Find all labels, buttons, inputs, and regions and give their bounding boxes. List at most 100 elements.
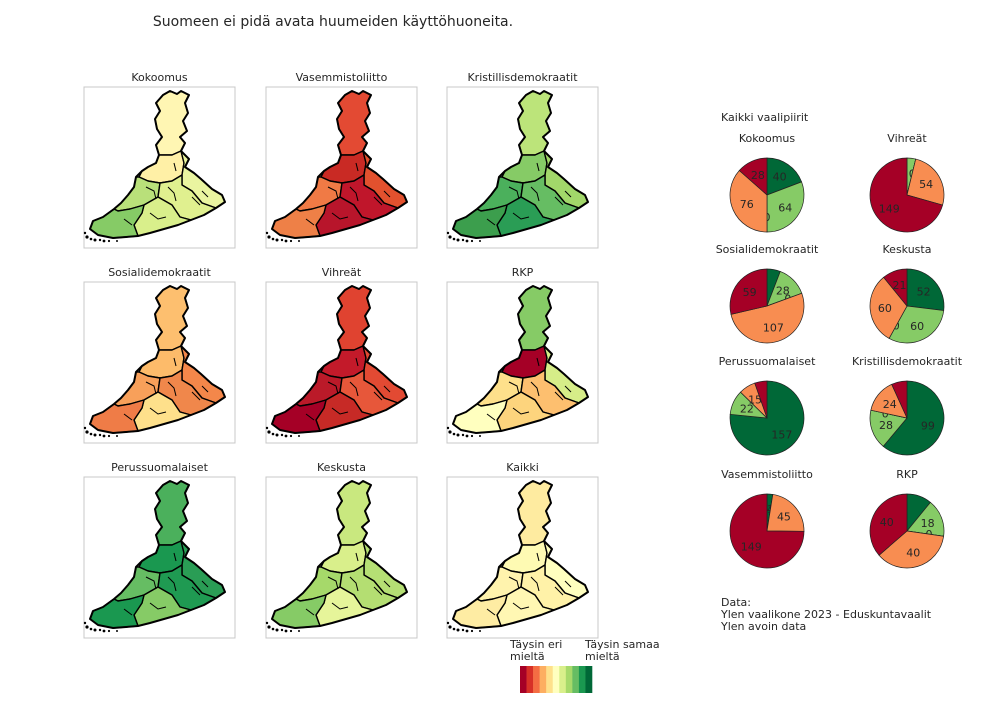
island [107, 434, 111, 438]
map-panel: Vihreät [265, 266, 418, 444]
island [85, 430, 89, 434]
island [275, 238, 279, 242]
island [275, 433, 279, 437]
island [271, 432, 275, 436]
map-title: Vihreät [322, 266, 362, 279]
pie-slice [766, 494, 805, 532]
map-title: RKP [512, 266, 534, 279]
island [93, 628, 97, 632]
legend-swatch [546, 666, 554, 693]
island [102, 434, 106, 438]
region-border [149, 602, 167, 610]
map-panel: Sosialidemokraatit [83, 266, 236, 444]
pie-chart: Vasemmistoliitto1445149 [721, 468, 813, 569]
legend-left-label-line2: mieltä [510, 650, 545, 663]
pie-slice-label: 24 [883, 398, 897, 411]
island [107, 629, 111, 633]
pie-chart: Keskusta526006021 [869, 243, 945, 344]
map-panel: Kokoomus [83, 71, 236, 249]
region-border [167, 381, 177, 397]
island [265, 231, 269, 235]
finland-map [446, 480, 589, 633]
legend-swatch [572, 666, 580, 693]
pie-slice [869, 276, 908, 339]
pie-slice [891, 380, 908, 419]
region-border [536, 552, 540, 562]
island [98, 433, 102, 437]
pie-slice [869, 157, 944, 233]
region-border [512, 212, 530, 220]
region-border [530, 576, 540, 592]
island [280, 433, 284, 437]
region-border [564, 190, 572, 198]
finland-map [446, 90, 589, 243]
pie-slice-label: 60 [878, 302, 892, 315]
island [116, 240, 118, 242]
island [267, 235, 271, 239]
island [284, 434, 288, 438]
island [461, 238, 465, 242]
region-border [373, 196, 383, 206]
island [83, 426, 87, 430]
region-border [305, 413, 315, 421]
island [448, 625, 452, 629]
region-border [383, 580, 391, 588]
pie-slice-label: 18 [921, 517, 935, 530]
island [89, 237, 93, 241]
region-border [145, 381, 157, 395]
region-border [327, 576, 339, 590]
island [465, 434, 469, 438]
island [275, 628, 279, 632]
pie-slice [729, 493, 805, 569]
pie-slice-label: 99 [921, 420, 935, 433]
island [280, 628, 284, 632]
region-border [508, 576, 520, 590]
pie-title: Sosialidemokraatit [716, 243, 819, 256]
country-outline [271, 90, 408, 239]
pie-chart: RKP1804040 [869, 468, 945, 569]
island [284, 239, 288, 243]
pie-slice [906, 268, 945, 311]
pie-slice-label: 107 [763, 321, 784, 334]
pie-title: Kristillisdemokraatit [852, 355, 963, 368]
country-outline [89, 480, 226, 629]
pie-slice [888, 305, 945, 344]
pie-slice-label: 0 [882, 407, 889, 420]
region-border [173, 552, 177, 562]
region-border [123, 413, 133, 421]
pie-slice [729, 268, 768, 315]
region-border [149, 212, 167, 220]
region-border [201, 385, 209, 393]
island [470, 629, 474, 633]
country-outline [271, 480, 408, 629]
island [102, 629, 106, 633]
island [298, 435, 300, 437]
legend-swatch [520, 666, 527, 693]
legend-right-label-line2: mieltä [585, 650, 620, 663]
pie-slice-label: 60 [910, 320, 924, 333]
region-border [536, 357, 540, 367]
pie-slice [729, 169, 768, 233]
region-border [201, 580, 209, 588]
finland-map [83, 90, 226, 243]
source-line2: Ylen avoin data [720, 620, 806, 633]
country-outline [271, 285, 408, 434]
legend-swatch [578, 666, 586, 693]
pie-slice [869, 493, 908, 556]
island [89, 627, 93, 631]
region-border [331, 407, 349, 415]
pie-slice-label: 40 [906, 546, 920, 559]
region-border [201, 190, 209, 198]
source-note: Data: Ylen vaalikone 2023 - Eduskuntavaa… [720, 596, 932, 633]
region-border [331, 602, 349, 610]
island [271, 627, 275, 631]
region-border [191, 391, 201, 401]
map-title: Kristillisdemokraatit [467, 71, 578, 84]
region-border [564, 580, 572, 588]
pie-slice [738, 157, 768, 196]
region-border [554, 586, 564, 596]
region-border [373, 391, 383, 401]
pie-slice-label: 54 [919, 178, 933, 191]
pie-slice-label: 28 [751, 169, 765, 182]
region-border [327, 381, 339, 395]
